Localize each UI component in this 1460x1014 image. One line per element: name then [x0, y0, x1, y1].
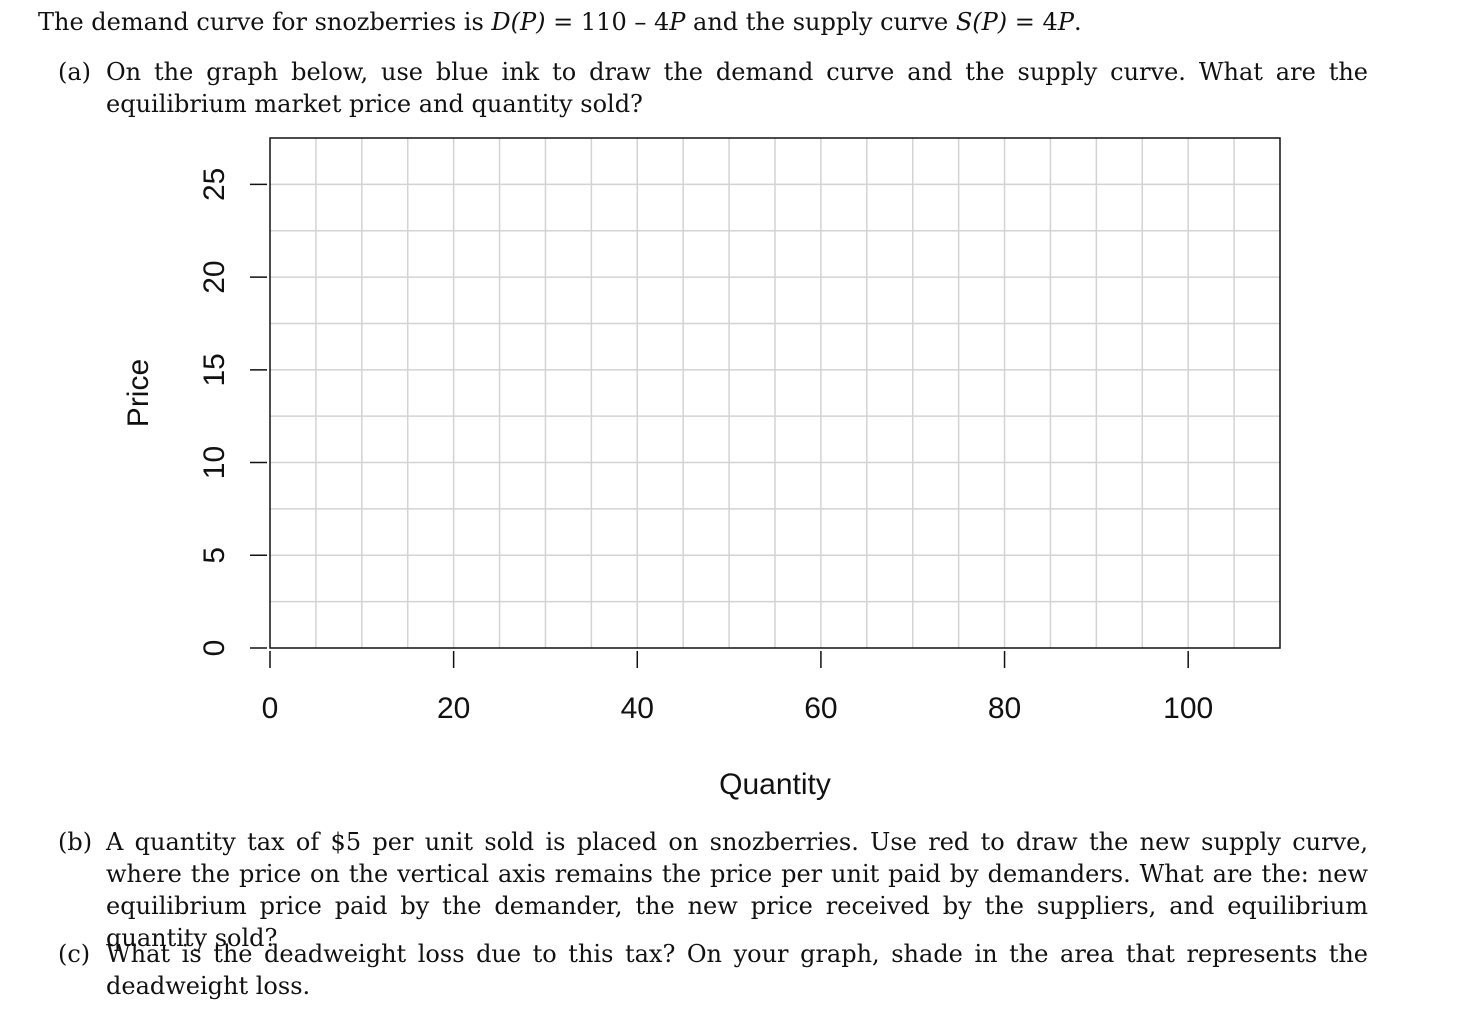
y-tick-label: 5	[198, 547, 231, 564]
demand-expression: = 110 – 4	[545, 8, 670, 36]
y-axis-label: Price	[122, 359, 155, 427]
x-axis-label: Quantity	[719, 768, 831, 801]
problem-statement: The demand curve for snozberries is D(P)…	[38, 8, 1082, 36]
part-a-label: (a)	[58, 58, 92, 86]
x-tick-label: 0	[262, 692, 279, 725]
y-tick-label: 10	[198, 446, 231, 479]
supply-variable: P	[1057, 8, 1074, 36]
supply-function-name: S(P)	[955, 8, 1008, 36]
demand-function-name: D(P)	[491, 8, 546, 36]
supply-expression: = 4	[1007, 8, 1058, 36]
part-b-label: (b)	[58, 828, 93, 856]
x-tick-label: 40	[621, 692, 654, 725]
intro-text-3: .	[1073, 8, 1082, 36]
axes: 0 20 40 60 80 100 0 5 10 15 20 25	[198, 168, 1213, 725]
x-tick-label: 20	[437, 692, 470, 725]
part-c-label: (c)	[58, 940, 91, 968]
y-tick-label: 25	[198, 168, 231, 201]
part-a-text: On the graph below, use blue ink to draw…	[106, 58, 1368, 118]
part-b-text: A quantity tax of $5 per unit sold is pl…	[106, 828, 1368, 952]
y-tick-label: 20	[198, 260, 231, 293]
part-c-text: What is the deadweight loss due to this …	[106, 940, 1368, 1000]
demand-variable: P	[669, 8, 686, 36]
y-tick-label: 0	[198, 640, 231, 657]
intro-text-2: and the supply curve	[685, 8, 956, 36]
grid-lines	[270, 138, 1280, 648]
y-tick-label: 15	[198, 353, 231, 386]
x-tick-label: 80	[988, 692, 1021, 725]
plot-frame	[269, 137, 1281, 649]
intro-text-1: The demand curve for snozberries is	[38, 8, 492, 36]
x-tick-label: 60	[804, 692, 837, 725]
x-tick-label: 100	[1163, 692, 1213, 725]
